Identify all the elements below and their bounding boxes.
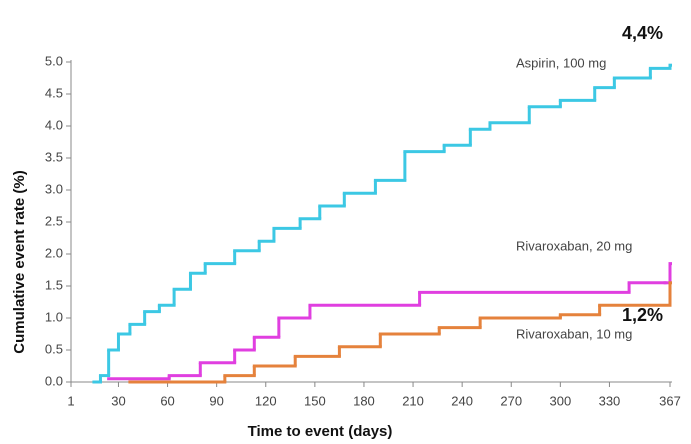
series-label: Rivaroxaban, 10 mg: [516, 326, 632, 341]
x-tick-label: 367: [659, 393, 681, 408]
x-tick-label: 60: [160, 393, 174, 408]
y-tick-label: 2.5: [45, 213, 63, 228]
x-tick-label: 240: [451, 393, 473, 408]
x-tick-label: 30: [111, 393, 125, 408]
y-axis-title: Cumulative event rate (%): [11, 170, 28, 353]
y-tick-label: 3.5: [45, 149, 63, 164]
x-tick-label: 180: [353, 393, 375, 408]
annotation: 4,4%: [622, 23, 663, 43]
y-tick-label: 3.0: [45, 181, 63, 196]
x-tick-label: 120: [255, 393, 277, 408]
x-tick-label: 330: [599, 393, 621, 408]
y-tick-label: 5.0: [45, 53, 63, 68]
y-tick-label: 0.5: [45, 341, 63, 356]
x-tick-label: 150: [304, 393, 326, 408]
x-tick-label: 1: [67, 393, 74, 408]
y-tick-label: 0.0: [45, 373, 63, 388]
y-tick-label: 4.5: [45, 85, 63, 100]
series-label: Aspirin, 100 mg: [516, 55, 606, 70]
y-tick-label: 2.0: [45, 245, 63, 260]
annotation: 1,2%: [622, 305, 663, 325]
x-tick-label: 210: [402, 393, 424, 408]
x-tick-label: 90: [209, 393, 223, 408]
y-tick-label: 1.5: [45, 277, 63, 292]
series-label: Rivaroxaban, 20 mg: [516, 238, 632, 253]
y-tick-label: 1.0: [45, 309, 63, 324]
chart: Time to event (days) Cumulative event ra…: [0, 0, 691, 444]
x-tick-label: 270: [500, 393, 522, 408]
x-tick-label: 300: [549, 393, 571, 408]
x-axis-title: Time to event (days): [248, 423, 393, 440]
y-tick-label: 4.0: [45, 117, 63, 132]
